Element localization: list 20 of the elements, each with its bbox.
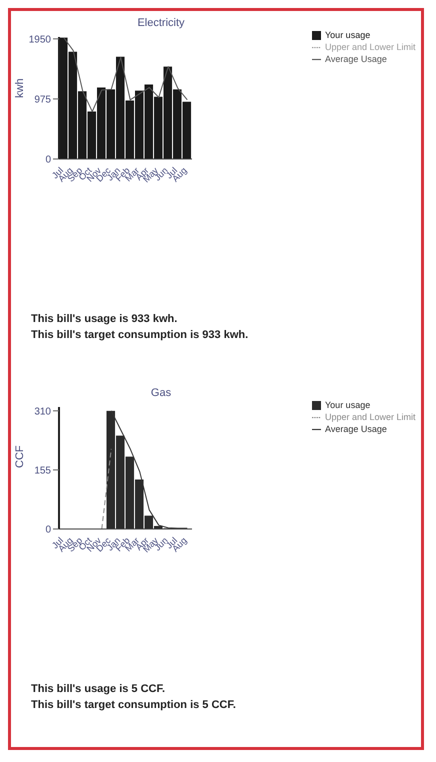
chart-title: Gas (150, 386, 172, 399)
y-tick-label: 975 (34, 94, 52, 106)
text: This bill's usage is 933 kwh. (31, 312, 178, 327)
text: This bill's target consumption is 933 kwh. (31, 328, 248, 343)
text: This bill's target consumption is 5 CCF. (31, 698, 236, 713)
text: This bill's usage is 5 CCF. (31, 682, 166, 697)
legend-label: Average Usage (325, 424, 387, 434)
legend-label: Your usage (325, 30, 370, 40)
legend-label: Upper and Lower Limit (325, 412, 416, 422)
y-axis-title: CCF (14, 445, 26, 468)
y-tick-label: 1950 (28, 34, 52, 46)
legend-label: Average Usage (325, 54, 387, 64)
chart-title: Electricity (136, 16, 186, 29)
y-tick-label: 0 (45, 154, 52, 166)
y-tick-label: 310 (34, 406, 52, 418)
y-tick-label: 155 (34, 465, 52, 476)
legend-label: Your usage (325, 400, 370, 410)
legend-label: Upper and Lower Limit (325, 42, 416, 52)
y-tick-label: 0 (45, 524, 52, 536)
y-axis-title: kwh (14, 78, 26, 98)
